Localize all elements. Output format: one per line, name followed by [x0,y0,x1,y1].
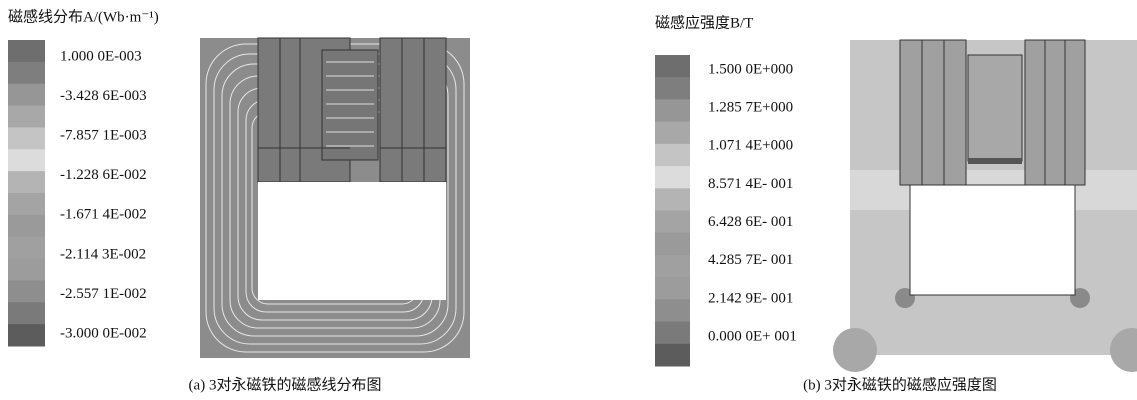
color-band [655,343,690,367]
colorbar-label: -2.114 3E-002 [60,246,146,262]
color-band [655,232,690,256]
colorbar-label: 1.000 0E-003 [60,48,142,64]
color-band [8,127,45,150]
colorbar-label: -2.557 1E-002 [60,286,147,302]
color-band [655,99,690,123]
colorbar-label: 0.000 0E+ 001 [708,328,797,344]
color-band [8,40,45,63]
legend-title: 磁感应强度B/T [655,13,753,31]
legend-title: 磁感线分布A/(Wb·m⁻¹) [8,8,159,25]
color-band [655,166,690,189]
color-band [655,77,690,100]
field-plot-a [200,37,470,358]
color-band [655,121,690,145]
color-band [655,210,690,234]
colorbar-label: 4.285 7E- 001 [708,252,793,268]
color-band [8,214,45,238]
colorbar-label: -3.000 0E-002 [60,325,147,341]
colorbar-label: 1.500 0E+000 [708,61,793,77]
color-band [8,280,45,303]
color-band [8,236,45,260]
colorbar-label: -7.857 1E-003 [60,128,147,144]
color-band [8,171,45,194]
colorbars [8,40,690,367]
colorbar-label: 2.142 9E- 001 [708,290,793,306]
color-band [8,105,45,128]
colorbar-label: 6.428 6E- 001 [708,214,793,230]
color-band [655,299,690,323]
color-band [655,254,690,278]
colorbar-label: -1.671 4E-002 [60,207,147,223]
caption: (a) 3对永磁铁的磁感线分布图 [189,376,382,393]
caption: (b) 3对永磁铁的磁感应强度图 [803,375,997,393]
color-band [8,324,45,347]
color-band [8,83,45,107]
colorbar-label: -3.428 6E-003 [60,88,147,104]
color-band [655,55,690,78]
colorbar-label: 1.285 7E+000 [708,100,793,116]
color-band [8,302,45,325]
color-band [8,193,45,216]
colorbar-label: 8.571 4E- 001 [708,176,793,192]
color-band [655,188,690,211]
color-band [8,61,45,85]
color-band [655,277,690,300]
color-band [655,321,690,345]
color-band [8,149,45,172]
color-band [655,143,690,167]
color-band [8,258,45,281]
colorbar-label: -1.228 6E-002 [60,167,147,183]
field-plot-b [833,39,1137,372]
colorbar-label: 1.071 4E+000 [708,138,793,154]
